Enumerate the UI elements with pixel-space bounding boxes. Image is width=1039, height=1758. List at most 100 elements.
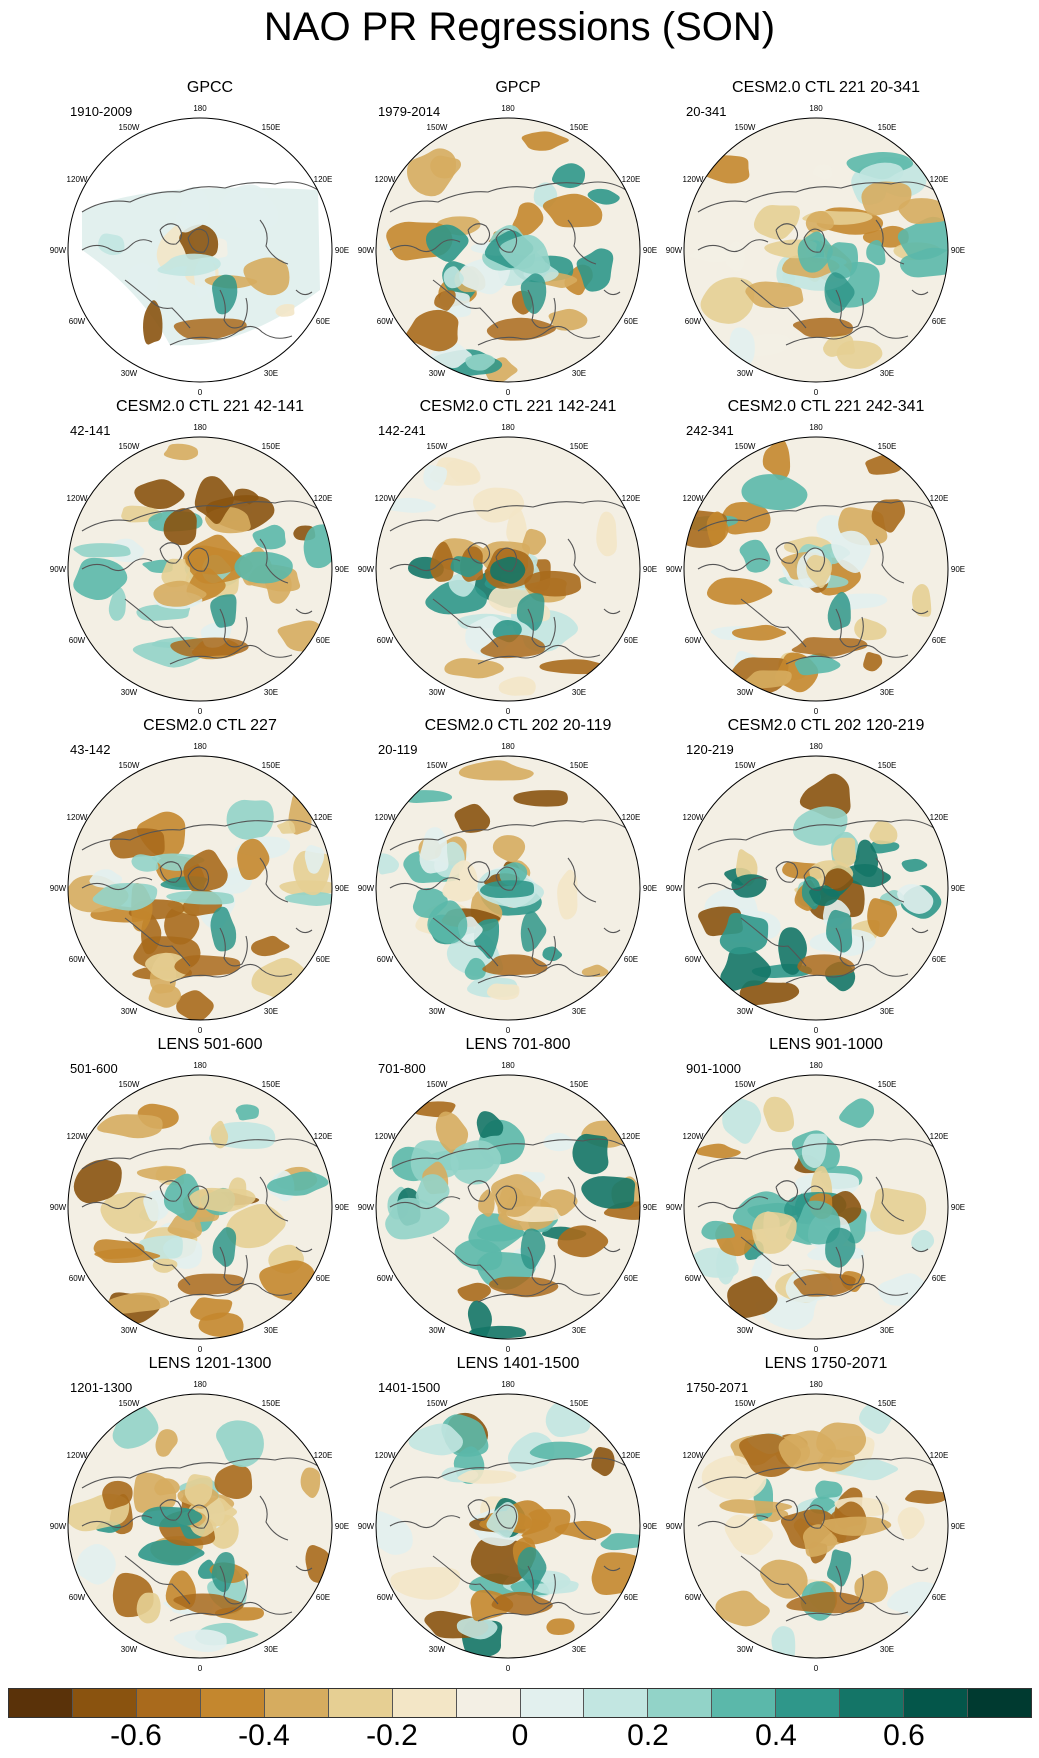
longitude-label: 60E xyxy=(316,955,330,964)
longitude-label: 60E xyxy=(624,955,638,964)
longitude-label: 180 xyxy=(193,1061,207,1070)
panel-period: 20-341 xyxy=(686,104,727,119)
map-panel: 180 150E 120E 90E 60E 30E 0 30W 60W 90W 120W 150W LE… xyxy=(50,1035,368,1354)
map-panel: 180 150E 120E 90E 60E 30E 0 30W 60W 90W 120W 150W GP… xyxy=(358,78,676,397)
longitude-label: 60E xyxy=(932,1274,946,1283)
longitude-label: 120W xyxy=(683,494,704,503)
map-boundary xyxy=(683,436,949,702)
longitude-label: 180 xyxy=(809,423,823,432)
longitude-label: 0 xyxy=(198,707,203,716)
longitude-label: 150E xyxy=(262,123,281,132)
map-panel: 180 150E 120E 90E 60E 30E 0 30W 60W 90W 120W 150W LE… xyxy=(358,1354,676,1673)
longitude-label: 150E xyxy=(878,761,897,770)
longitude-label: 120W xyxy=(683,813,704,822)
longitude-label: 30E xyxy=(264,688,278,697)
panel-title: LENS 1401-1500 xyxy=(456,1355,580,1372)
panel-title: LENS 1750-2071 xyxy=(764,1355,888,1372)
map-panel: 180 150E 120E 90E 60E 30E 0 30W 60W 90W 120W 150W LE… xyxy=(358,1035,676,1354)
longitude-label: 60E xyxy=(316,317,330,326)
panel-period: 1910-2009 xyxy=(70,104,133,119)
precip-field xyxy=(684,1075,948,1339)
polar-map: 180 150E 120E 90E 60E 30E 0 30W 60W 90W 120W 150W xyxy=(50,742,349,1035)
longitude-label: 120E xyxy=(622,175,641,184)
longitude-label: 180 xyxy=(809,104,823,113)
longitude-label: 120E xyxy=(930,494,949,503)
longitude-label: 150W xyxy=(119,1399,140,1408)
longitude-label: 90W xyxy=(50,565,67,574)
longitude-label: 150E xyxy=(570,123,589,132)
map-boundary xyxy=(683,1393,949,1659)
longitude-label: 120W xyxy=(67,1451,88,1460)
longitude-label: 150W xyxy=(119,1080,140,1089)
longitude-label: 120E xyxy=(314,1451,333,1460)
panel-title: CESM2.0 CTL 221 20-341 xyxy=(732,79,920,96)
longitude-label: 30E xyxy=(572,1007,586,1016)
polar-map: 180 150E 120E 90E 60E 30E 0 30W 60W 90W 120W 150W xyxy=(50,104,349,397)
longitude-label: 150W xyxy=(735,1399,756,1408)
longitude-label: 120W xyxy=(67,494,88,503)
longitude-label: 60W xyxy=(69,1274,86,1283)
longitude-label: 0 xyxy=(198,388,203,397)
longitude-label: 90W xyxy=(358,246,375,255)
panel-period: 120-219 xyxy=(686,742,734,757)
longitude-label: 90W xyxy=(50,1522,67,1531)
longitude-label: 150E xyxy=(878,1080,897,1089)
polar-map: 180 150E 120E 90E 60E 30E 0 30W 60W 90W 120W 150W xyxy=(50,1380,349,1673)
longitude-label: 120W xyxy=(375,1132,396,1141)
longitude-label: 120W xyxy=(375,1451,396,1460)
longitude-label: 30W xyxy=(429,688,446,697)
longitude-label: 120E xyxy=(930,175,949,184)
colorbar-tick-label: 0.6 xyxy=(883,1719,925,1752)
longitude-label: 60W xyxy=(685,1593,702,1602)
precip-field xyxy=(376,1394,640,1658)
map-boundary xyxy=(683,1074,949,1340)
colorbar-tick-label: 0.4 xyxy=(755,1719,797,1752)
longitude-label: 30W xyxy=(429,1326,446,1335)
panel-title: LENS 1201-1300 xyxy=(148,1355,272,1372)
precip-field xyxy=(68,118,332,382)
colorbar-segment xyxy=(520,1689,585,1717)
colorbar-tick-label: -0.6 xyxy=(110,1719,162,1752)
colorbar-segment xyxy=(200,1689,265,1717)
colorbar-segment xyxy=(9,1689,73,1717)
longitude-label: 30E xyxy=(572,369,586,378)
longitude-label: 150W xyxy=(427,1399,448,1408)
longitude-label: 0 xyxy=(506,707,511,716)
longitude-label: 60E xyxy=(316,636,330,645)
longitude-label: 120E xyxy=(622,1451,641,1460)
longitude-label: 90W xyxy=(50,246,67,255)
longitude-label: 150W xyxy=(119,442,140,451)
longitude-label: 150E xyxy=(262,442,281,451)
longitude-label: 0 xyxy=(198,1664,203,1673)
precip-field xyxy=(376,756,640,1020)
map-boundary xyxy=(683,755,949,1021)
precip-field xyxy=(68,756,332,1020)
longitude-label: 0 xyxy=(506,1664,511,1673)
polar-map: 180 150E 120E 90E 60E 30E 0 30W 60W 90W 120W 150W xyxy=(666,742,965,1035)
longitude-label: 120W xyxy=(67,175,88,184)
longitude-label: 90E xyxy=(643,246,657,255)
longitude-label: 120E xyxy=(622,813,641,822)
longitude-label: 0 xyxy=(198,1026,203,1035)
longitude-label: 150W xyxy=(735,123,756,132)
longitude-label: 120W xyxy=(683,1132,704,1141)
longitude-label: 180 xyxy=(501,742,515,751)
longitude-label: 60E xyxy=(624,1274,638,1283)
panel-title: CESM2.0 CTL 202 20-119 xyxy=(424,717,612,734)
longitude-label: 30W xyxy=(737,1326,754,1335)
longitude-label: 0 xyxy=(198,1345,203,1354)
longitude-label: 90W xyxy=(666,246,683,255)
longitude-label: 180 xyxy=(193,742,207,751)
map-panel: 180 150E 120E 90E 60E 30E 0 30W 60W 90W 120W 150W LE… xyxy=(50,1354,368,1673)
longitude-label: 60W xyxy=(685,636,702,645)
map-boundary xyxy=(67,117,333,383)
longitude-label: 90E xyxy=(643,1203,657,1212)
longitude-label: 30E xyxy=(572,1645,586,1654)
longitude-label: 60E xyxy=(932,636,946,645)
map-panel: 180 150E 120E 90E 60E 30E 0 30W 60W 90W 120W 150W CE… xyxy=(358,716,676,1035)
map-panel: 180 150E 120E 90E 60E 30E 0 30W 60W 90W 120W 150W LE… xyxy=(666,1354,984,1673)
longitude-label: 120W xyxy=(375,494,396,503)
panel-period: 20-119 xyxy=(378,742,418,757)
longitude-label: 90W xyxy=(358,1522,375,1531)
longitude-label: 150E xyxy=(262,1399,281,1408)
